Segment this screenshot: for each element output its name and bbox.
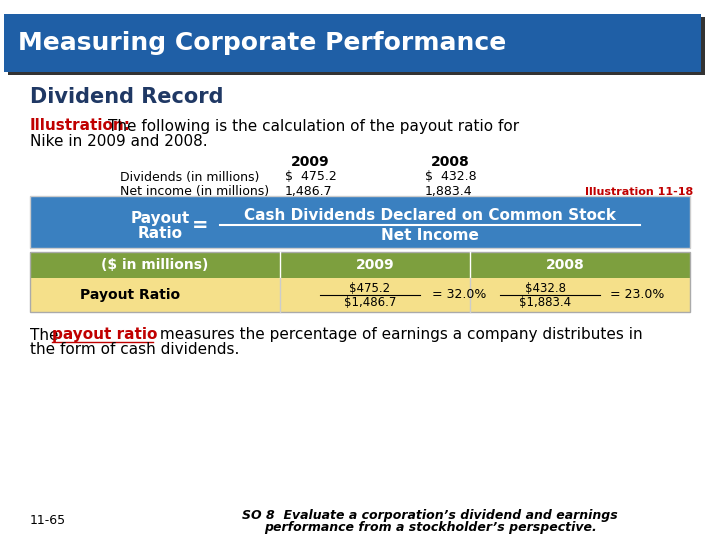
FancyBboxPatch shape <box>4 14 701 72</box>
Text: $432.8: $432.8 <box>524 281 565 294</box>
Text: Net income (in millions): Net income (in millions) <box>120 186 269 199</box>
Text: $1,883.4: $1,883.4 <box>519 295 571 308</box>
Text: the form of cash dividends.: the form of cash dividends. <box>30 342 239 357</box>
Text: Net Income: Net Income <box>381 227 479 242</box>
Text: Dividend Record: Dividend Record <box>30 87 223 107</box>
Text: = 32.0%: = 32.0% <box>432 288 487 301</box>
Text: = 23.0%: = 23.0% <box>610 288 665 301</box>
Text: Measuring Corporate Performance: Measuring Corporate Performance <box>18 31 506 55</box>
Text: $1,486.7: $1,486.7 <box>344 295 396 308</box>
Text: 2009: 2009 <box>291 155 329 169</box>
Text: Payout: Payout <box>130 211 189 226</box>
Text: Cash Dividends Declared on Common Stock: Cash Dividends Declared on Common Stock <box>244 208 616 224</box>
Text: 1,883.4: 1,883.4 <box>425 186 472 199</box>
Text: measures the percentage of earnings a company distributes in: measures the percentage of earnings a co… <box>155 327 643 342</box>
Text: payout ratio: payout ratio <box>52 327 158 342</box>
Text: Nike in 2009 and 2008.: Nike in 2009 and 2008. <box>30 134 207 150</box>
Text: 1,486.7: 1,486.7 <box>285 186 333 199</box>
Text: performance from a stockholder’s perspective.: performance from a stockholder’s perspec… <box>264 522 596 535</box>
Text: Illustration:: Illustration: <box>30 118 131 133</box>
FancyBboxPatch shape <box>30 252 690 278</box>
Text: $  475.2: $ 475.2 <box>285 171 337 184</box>
Text: 2008: 2008 <box>431 155 469 169</box>
Text: Illustration 11-18: Illustration 11-18 <box>585 187 693 197</box>
Text: ($ in millions): ($ in millions) <box>102 258 209 272</box>
Text: $475.2: $475.2 <box>349 281 390 294</box>
Text: Payout Ratio: Payout Ratio <box>80 288 180 302</box>
Text: The following is the calculation of the payout ratio for: The following is the calculation of the … <box>108 118 519 133</box>
FancyBboxPatch shape <box>8 17 705 75</box>
Text: 2008: 2008 <box>546 258 585 272</box>
Text: Dividends (in millions): Dividends (in millions) <box>120 171 259 184</box>
Text: 2009: 2009 <box>356 258 395 272</box>
Text: $  432.8: $ 432.8 <box>425 171 477 184</box>
FancyBboxPatch shape <box>30 196 690 248</box>
Text: =: = <box>192 215 208 234</box>
FancyBboxPatch shape <box>30 278 690 312</box>
Text: SO 8  Evaluate a corporation’s dividend and earnings: SO 8 Evaluate a corporation’s dividend a… <box>242 509 618 522</box>
Text: The: The <box>30 327 63 342</box>
Text: Ratio: Ratio <box>138 226 182 240</box>
Text: 11-65: 11-65 <box>30 514 66 526</box>
